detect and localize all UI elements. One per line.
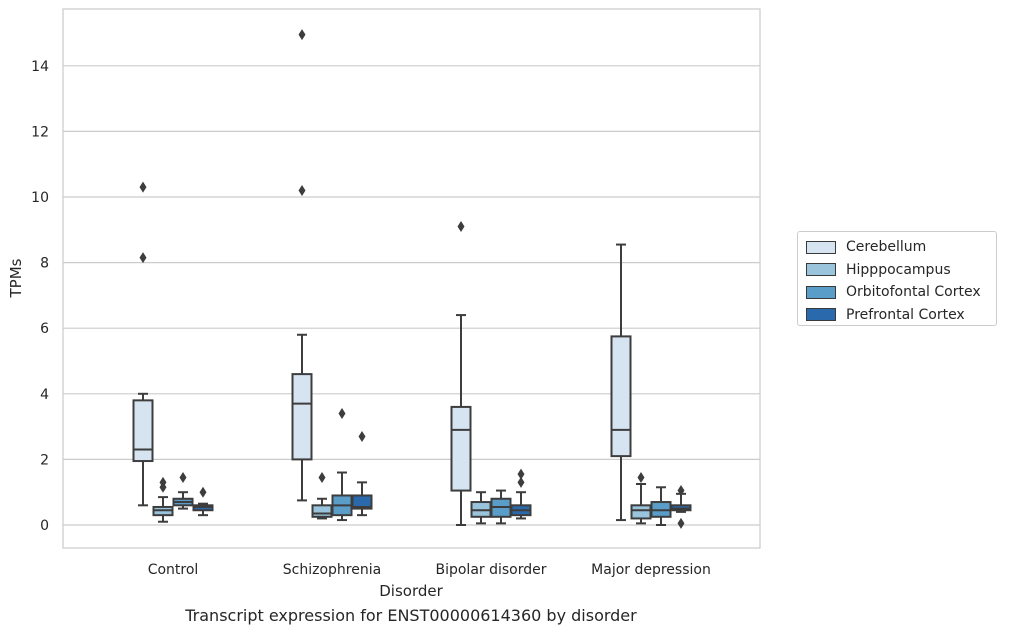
legend-swatch: [806, 263, 836, 277]
outlier-point: [338, 407, 346, 419]
outlier-point: [298, 29, 306, 41]
box-iqr: [311, 504, 333, 518]
outlier-point: [199, 486, 207, 498]
y-tick-label: 0: [40, 518, 49, 534]
outlier-point: [457, 221, 465, 233]
box-iqr: [450, 405, 472, 492]
outlier-point: [159, 476, 167, 488]
x-axis-label: Disorder: [379, 582, 443, 600]
outlier-point: [358, 430, 366, 442]
box-orbitofontal-cortex-0: [172, 471, 194, 510]
box-plots: [132, 29, 692, 529]
legend-swatch: [806, 285, 836, 299]
y-tick-labels: 0 2 4 6 8 10 12 14: [31, 59, 49, 534]
y-tick-label: 12: [31, 124, 49, 140]
box-hipppocampus-1: [311, 471, 333, 520]
y-tick-label: 8: [40, 256, 49, 272]
legend-item: Hipppocampus: [806, 259, 996, 282]
legend-label: Cerebellum: [846, 239, 927, 256]
legend-swatch: [806, 240, 836, 254]
box-hipppocampus-3: [630, 471, 652, 525]
box-iqr: [610, 335, 632, 458]
outlier-point: [637, 471, 645, 483]
legend-label: Orbitofontal Cortex: [846, 284, 981, 301]
x-tick-label: Bipolar disorder: [435, 562, 546, 578]
box-orbitofontal-cortex-1: [331, 407, 353, 522]
legend-item: Prefrontal Cortex: [806, 304, 996, 327]
x-tick-labels: Control Schizophrenia Bipolar disorder Majo…: [148, 562, 711, 578]
box-prefrontal-cortex-0: [192, 486, 214, 517]
outlier-point: [677, 485, 685, 497]
box-cerebellum-1: [291, 29, 313, 502]
outlier-point: [318, 471, 326, 483]
y-tick-label: 14: [31, 59, 49, 75]
x-tick-label: Major depression: [591, 562, 711, 578]
box-iqr: [630, 504, 652, 520]
box-iqr: [132, 399, 154, 463]
y-tick-label: 10: [31, 190, 49, 206]
outlier-point: [517, 468, 525, 480]
plot-frame: [62, 8, 761, 549]
box-hipppocampus-2: [470, 491, 492, 525]
y-tick-label: 2: [40, 452, 49, 468]
box-hipppocampus-0: [152, 476, 174, 523]
y-axis-label: TPMs: [7, 258, 25, 298]
outlier-point: [139, 181, 147, 193]
box-orbitofontal-cortex-3: [650, 486, 672, 526]
box-iqr: [351, 494, 373, 510]
figure-caption: Transcript expression for ENST0000061436…: [185, 606, 637, 625]
legend: Cerebellum Hipppocampus Orbitofontal Corte…: [797, 231, 997, 326]
outlier-point: [517, 476, 525, 488]
legend-label: Hipppocampus: [846, 261, 951, 278]
y-tick-label: 4: [40, 387, 49, 403]
outlier-point: [298, 184, 306, 196]
legend-swatch: [806, 308, 836, 322]
box-prefrontal-cortex-2: [510, 468, 532, 520]
box-cerebellum-3: [610, 243, 632, 522]
box-cerebellum-2: [450, 221, 472, 526]
x-tick-label: Control: [148, 562, 199, 578]
y-tick-label: 6: [40, 321, 49, 337]
outlier-point: [179, 471, 187, 483]
box-prefrontal-cortex-3: [670, 485, 692, 529]
box-iqr: [291, 373, 313, 461]
box-prefrontal-cortex-1: [351, 430, 373, 517]
outlier-point: [139, 252, 147, 264]
legend-item: Orbitofontal Cortex: [806, 281, 996, 304]
grid-lines: [63, 65, 760, 526]
outlier-point: [677, 517, 685, 529]
x-tick-label: Schizophrenia: [283, 562, 381, 578]
box-cerebellum-0: [132, 181, 154, 507]
legend-item: Cerebellum: [806, 236, 996, 259]
box-orbitofontal-cortex-2: [490, 489, 512, 525]
legend-label: Prefrontal Cortex: [846, 306, 965, 323]
